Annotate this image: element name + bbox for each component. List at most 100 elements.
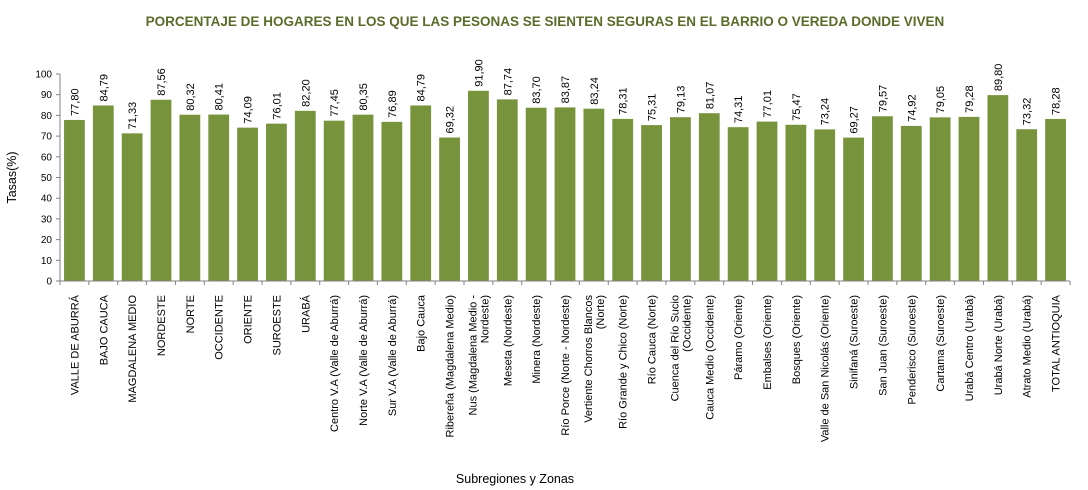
bar <box>121 133 143 281</box>
x-tick-label: Embalses (Oriente) <box>762 295 774 390</box>
data-label: 84,79 <box>98 74 110 102</box>
bar <box>929 117 951 281</box>
bar <box>179 114 201 281</box>
x-tick-label: Vertiente Chorros Blancos <box>583 295 595 423</box>
bar <box>814 129 836 281</box>
data-label: 83,87 <box>560 76 572 104</box>
bar <box>1045 118 1066 281</box>
data-label: 69,27 <box>849 106 861 134</box>
bar <box>843 137 864 281</box>
y-tick-label: 10 <box>41 256 53 267</box>
x-tick-label: Cauca Medio (Occidente) <box>704 295 716 420</box>
data-label: 87,74 <box>502 68 514 96</box>
data-label: 74,92 <box>906 94 918 122</box>
bar <box>294 110 316 281</box>
bar <box>64 119 85 281</box>
data-label: 73,32 <box>1022 98 1034 126</box>
data-label: 76,89 <box>387 90 399 118</box>
x-tick-label: OCCIDENTE <box>214 295 226 360</box>
data-label: 77,45 <box>329 89 341 117</box>
data-label: 80,41 <box>214 83 226 111</box>
x-tick-label: MAGDALENA MEDIO <box>127 295 139 403</box>
x-tick-label: (Norte) <box>595 295 607 329</box>
bar <box>381 121 403 281</box>
data-label: 79,13 <box>675 86 687 114</box>
y-axis-title: Tasas(%) <box>5 151 19 203</box>
data-label: 83,24 <box>589 77 601 105</box>
x-tick-label: Valle de San Nicolás (Oriente) <box>820 295 832 442</box>
y-tick-label: 20 <box>41 235 53 246</box>
data-label: 84,79 <box>416 74 428 102</box>
bar <box>208 114 230 281</box>
data-label: 91,90 <box>473 59 485 87</box>
y-tick-label: 50 <box>41 173 53 184</box>
data-label: 83,70 <box>531 76 543 104</box>
x-tick-label: ORIENTE <box>243 295 255 344</box>
data-label: 71,33 <box>127 102 139 130</box>
bar <box>496 99 518 281</box>
x-tick-label: Páramo (Oriente) <box>733 295 745 380</box>
x-tick-label: Río Porce (Norte - Nordeste) <box>560 295 572 436</box>
x-tick-label: Río Grande y Chico (Norte) <box>618 295 630 429</box>
x-tick-label: NORDESTE <box>156 295 168 356</box>
data-label: 79,05 <box>935 86 947 114</box>
data-label: 87,56 <box>156 68 168 96</box>
x-tick-label: NORTE <box>185 295 197 333</box>
bar <box>1016 129 1038 281</box>
bar <box>900 125 922 281</box>
x-tick-label: Sur V.A (Valle de Aburrá) <box>387 295 399 416</box>
bar <box>525 107 547 281</box>
y-tick-label: 80 <box>41 111 53 122</box>
data-label: 82,20 <box>300 79 312 107</box>
x-tick-label: Nordeste) <box>479 295 491 343</box>
bars-group <box>64 90 1066 282</box>
x-tick-label: (Occidente) <box>681 295 693 352</box>
y-tick-label: 0 <box>46 277 52 288</box>
x-tick-label: Meseta (Nordeste) <box>502 295 514 386</box>
x-tick-label: Atrato Medio (Urabá) <box>1022 295 1034 398</box>
x-tick-label: URABÁ <box>299 294 312 333</box>
x-tick-label: Urabá Centro (Urabá) <box>964 295 976 401</box>
bar <box>785 124 807 281</box>
x-tick-label: Cuenca del Río Sucio <box>669 295 681 401</box>
data-label: 89,80 <box>993 64 1005 92</box>
x-axis-labels: VALLE DE ABURRÁ BAJO CAUCA MAGDALENA MEDIO… <box>68 294 1062 442</box>
data-label: 74,31 <box>733 96 745 124</box>
bar <box>641 125 662 281</box>
bar <box>612 118 634 281</box>
bar <box>237 127 258 281</box>
x-tick-label: Minera (Nordeste) <box>531 295 543 384</box>
y-tick-label: 100 <box>35 70 52 81</box>
y-tick-label: 30 <box>41 214 53 225</box>
chart-title: PORCENTAJE DE HOGARES EN LOS QUE LAS PES… <box>145 14 945 29</box>
data-label: 80,32 <box>185 83 197 111</box>
bar <box>323 120 345 281</box>
data-label: 75,47 <box>791 93 803 121</box>
data-label: 76,01 <box>271 92 283 120</box>
x-tick-label: Río Cauca (Norte) <box>647 295 659 384</box>
bar <box>583 108 605 281</box>
bar <box>468 90 489 281</box>
x-tick-label: San Juan (Suroeste) <box>877 295 889 396</box>
data-label: 75,31 <box>647 94 659 122</box>
bar <box>670 117 691 281</box>
x-tick-label: Norte V.A (Valle de Aburrá) <box>358 295 370 426</box>
data-label: 78,28 <box>1051 87 1063 115</box>
x-tick-label: Cartama (Suroeste) <box>935 295 947 392</box>
value-labels-group: 77,80 84,79 71,33 87,56 80,32 80,41 74,09 76,01… <box>69 59 1062 133</box>
x-tick-label: Ribereña (Magdalena Medio) <box>445 295 457 437</box>
y-axis: 0 10 20 30 40 50 60 70 80 90 100 <box>35 70 1071 288</box>
x-tick-label: Urabá Norte (Urabá) <box>993 295 1005 395</box>
bar <box>987 95 1009 281</box>
bar <box>872 116 893 281</box>
data-label: 69,32 <box>445 106 457 134</box>
x-tick-label: TOTAL ANTIOQUIA <box>1051 294 1063 392</box>
data-label: 77,01 <box>762 90 774 118</box>
x-tick-label: Bajo Cauca <box>416 294 428 352</box>
x-tick-label: Nus (Magdalena Medio - <box>467 295 479 416</box>
x-tick-label: Bosques (Oriente) <box>791 295 803 384</box>
bar <box>410 105 432 281</box>
x-axis-title: Subregiones y Zonas <box>456 472 574 486</box>
x-tick-label: BAJO CAUCA <box>98 294 110 365</box>
